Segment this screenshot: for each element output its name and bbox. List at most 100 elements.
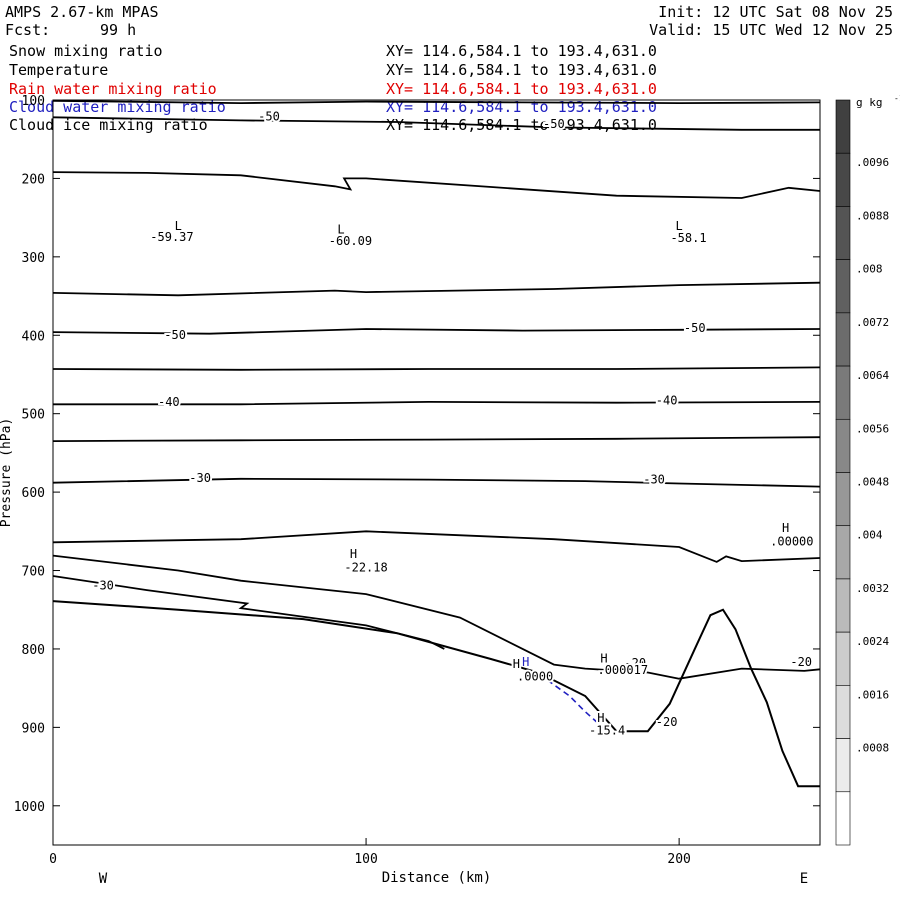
isotherm-line (52, 99, 821, 105)
contour-label: L (676, 219, 683, 233)
valid-time: Valid: 15 UTC Wed 12 Nov 25 (649, 21, 893, 39)
colorbar-swatch (835, 365, 851, 420)
colorbar-units: g kg (856, 96, 883, 109)
plot-frame (52, 99, 821, 846)
cloud-water-contour (528, 671, 608, 732)
east-label: E (800, 871, 808, 887)
west-label: W (99, 871, 108, 887)
forecast-hours: 99 h (100, 21, 137, 39)
y-tick-label: 100 (22, 94, 45, 109)
colorbar-label: .0032 (856, 582, 889, 595)
y-tick-label: 200 (22, 172, 45, 187)
contour-label: -59.37 (150, 230, 193, 244)
colorbar-swatch (835, 578, 851, 633)
isotherm-line (52, 366, 821, 371)
contour-label: -30 (92, 578, 114, 592)
colorbar-swatch (835, 791, 851, 846)
colorbar-swatch (835, 685, 851, 739)
colorbar-label: .004 (856, 529, 883, 542)
colorbar-label: .0056 (856, 422, 889, 435)
colorbar-label: .0016 (856, 688, 889, 701)
contour-label: -20 (656, 715, 678, 729)
isotherm-line (52, 436, 821, 442)
y-tick-label: 500 (22, 408, 45, 423)
colorbar-label: .0048 (856, 476, 889, 489)
colorbar-swatch (835, 312, 851, 367)
colorbar-swatch (835, 259, 851, 314)
colorbar-label: .0008 (856, 742, 889, 755)
colorbar-swatch (835, 738, 851, 793)
colorbar-swatch (835, 525, 851, 580)
isotherm-line (52, 116, 820, 131)
forecast-label: Fcst: (5, 21, 51, 39)
isotherm-line (678, 667, 821, 680)
contour-label: -40 (656, 393, 678, 407)
contour-label: -30 (643, 472, 665, 486)
contour-label: H (350, 547, 357, 561)
colorbar-swatch (835, 152, 851, 207)
contour-label: L (175, 219, 182, 233)
contour-label: -15.4 (589, 723, 625, 737)
contour-label: .0000 (517, 669, 553, 683)
field-name-snow: Snow mixing ratio (9, 42, 163, 60)
x-tick-label: 100 (354, 852, 377, 867)
colorbar-swatch (835, 206, 851, 260)
y-tick-label: 900 (22, 721, 45, 736)
field-name-temperature: Temperature (9, 61, 109, 79)
contour-label: -60.09 (329, 234, 372, 248)
y-tick-label: 700 (22, 565, 45, 580)
y-axis-label: Pressure (hPa) (0, 418, 14, 528)
terrain-line (52, 600, 820, 788)
colorbar-label: .0088 (856, 209, 889, 222)
contour-label: -50 (684, 321, 706, 335)
x-axis-label: Distance (km) (382, 870, 492, 886)
contour-label: -40 (158, 395, 180, 409)
colorbar-swatch (835, 418, 851, 473)
x-tick-label: 0 (49, 852, 57, 867)
isotherm-line (52, 477, 821, 488)
y-tick-label: 800 (22, 643, 45, 658)
field-xy-snow: XY= 114.6,584.1 to 193.4,631.0 (386, 42, 657, 60)
contour-label: -50 (258, 109, 280, 123)
contour-label: -50 (164, 328, 186, 342)
field-name-cloud-ice: Cloud ice mixing ratio (9, 116, 208, 134)
contour-label: -20 (624, 656, 646, 670)
field-name-rain: Rain water mixing ratio (9, 80, 217, 98)
isotherm-line (53, 400, 821, 406)
colorbar-label: .0024 (856, 635, 889, 648)
init-time: Init: 12 UTC Sat 08 Nov 25 (658, 3, 893, 21)
contour-label: .00000 (770, 534, 813, 548)
contour-label: H (597, 711, 604, 725)
isotherm-line (52, 530, 821, 563)
isotherm-line (52, 171, 821, 199)
colorbar-units-exponent: -1 (894, 94, 900, 103)
contour-label: H (782, 521, 789, 535)
colorbar-label: .0096 (856, 156, 889, 169)
colorbar-swatch (835, 472, 851, 527)
contour-label: H (600, 651, 607, 665)
field-xy-rain: XY= 114.6,584.1 to 193.4,631.0 (386, 80, 657, 98)
isotherm-line (52, 281, 821, 297)
contour-label: -22.18 (344, 560, 387, 574)
field-xy-temperature: XY= 114.6,584.1 to 193.4,631.0 (386, 61, 657, 79)
model-title: AMPS 2.67-km MPAS (5, 3, 159, 21)
colorbar-swatch (835, 631, 851, 686)
cloud-water-label: H (522, 655, 529, 669)
contour-label: .000017 (597, 663, 648, 677)
isotherm-line (52, 554, 680, 680)
y-tick-label: 1000 (14, 800, 45, 815)
isotherm-line (52, 328, 821, 335)
contour-label: -20 (790, 655, 812, 669)
x-tick-label: 200 (667, 852, 690, 867)
contour-label: L (337, 222, 344, 236)
colorbar-swatch (835, 99, 851, 154)
contour-label: -58.1 (670, 231, 706, 245)
contour-label: H (513, 657, 520, 671)
colorbar-label: .0072 (856, 316, 889, 329)
y-tick-label: 400 (22, 329, 45, 344)
colorbar-label: .0064 (856, 369, 889, 382)
colorbar-label: .008 (856, 263, 883, 276)
contour-label: -50 (543, 117, 565, 131)
y-tick-label: 300 (22, 251, 45, 266)
